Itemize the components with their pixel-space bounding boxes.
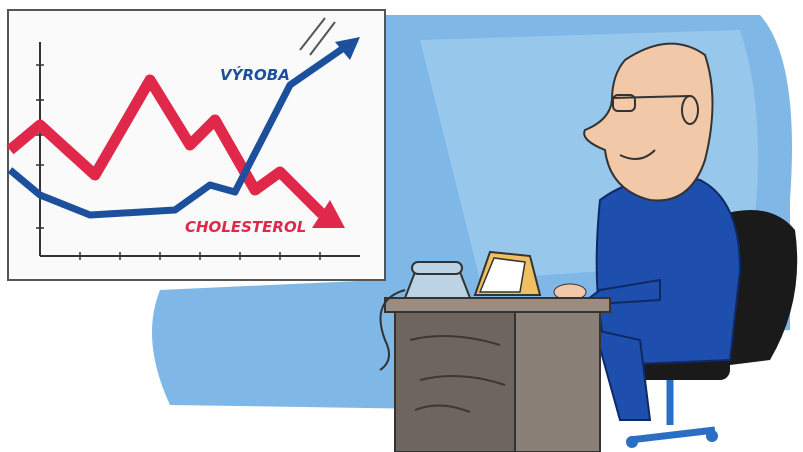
ear: [682, 96, 698, 124]
phone-handset: [412, 262, 462, 274]
desk-top: [385, 298, 610, 312]
chair-wheel: [706, 430, 718, 442]
page: VÝROBA CHOLESTEROL (() => { const data =…: [0, 0, 803, 452]
illustration: VÝROBA CHOLESTEROL: [0, 0, 803, 452]
series-label: CHOLESTEROL: [185, 218, 306, 236]
phone: [405, 272, 470, 298]
series-label: VÝROBA: [220, 65, 290, 84]
desk-side: [515, 312, 600, 452]
chair-wheel: [626, 436, 638, 448]
